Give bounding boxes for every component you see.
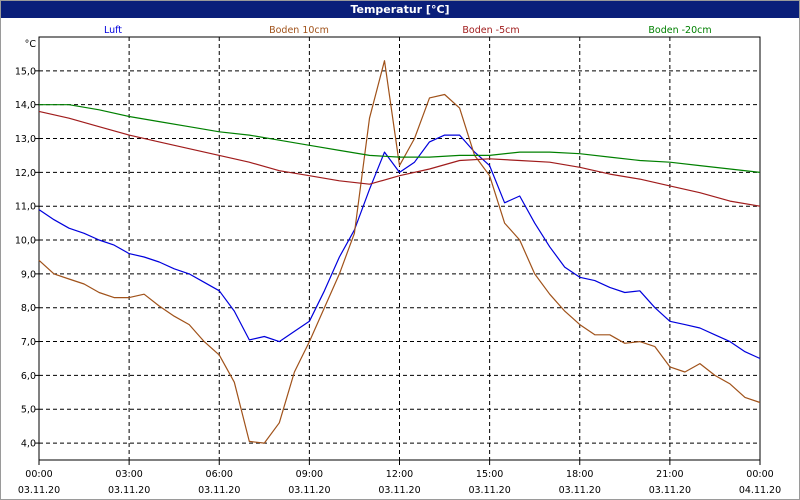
legend-entry: Boden 10cm bbox=[269, 25, 329, 36]
y-tick-label: 7,0 bbox=[21, 337, 36, 348]
y-tick-label: 9,0 bbox=[21, 269, 36, 280]
y-tick-label: 5,0 bbox=[21, 405, 36, 416]
y-tick-label: 12,0 bbox=[15, 168, 36, 179]
legend-entry: Boden -5cm bbox=[462, 25, 519, 36]
x-tick-time-label: 00:00 bbox=[25, 469, 52, 480]
x-tick-date-label: 03.11.20 bbox=[559, 485, 601, 496]
x-tick-time-label: 15:00 bbox=[476, 469, 503, 480]
x-tick-date-label: 04.11.20 bbox=[739, 485, 781, 496]
series-line bbox=[38, 110, 761, 207]
x-tick-date-label: 03.11.20 bbox=[108, 485, 150, 496]
x-tick-time-label: 00:00 bbox=[746, 469, 773, 480]
x-tick-time-label: 03:00 bbox=[115, 469, 142, 480]
x-tick-date-label: 03.11.20 bbox=[198, 485, 240, 496]
x-tick-date-label: 03.11.20 bbox=[18, 485, 60, 496]
x-tick-time-label: 18:00 bbox=[566, 469, 593, 480]
series-line bbox=[38, 60, 761, 444]
x-tick-time-label: 06:00 bbox=[206, 469, 233, 480]
y-tick-label: 11,0 bbox=[15, 202, 36, 213]
y-tick-label: 14,0 bbox=[15, 100, 36, 111]
x-tick-date-label: 03.11.20 bbox=[468, 485, 510, 496]
legend-entry: Boden -20cm bbox=[648, 25, 711, 36]
series-line bbox=[39, 104, 761, 173]
x-tick-time-label: 12:00 bbox=[386, 469, 413, 480]
x-tick-date-label: 03.11.20 bbox=[378, 485, 420, 496]
x-tick-date-label: 03.11.20 bbox=[649, 485, 691, 496]
y-tick-label: 4,0 bbox=[21, 439, 36, 450]
y-tick-label: 10,0 bbox=[15, 236, 36, 247]
y-tick-label: 8,0 bbox=[21, 303, 36, 314]
y-tick-label: 15,0 bbox=[15, 66, 36, 77]
x-tick-time-label: 21:00 bbox=[656, 469, 683, 480]
x-tick-date-label: 03.11.20 bbox=[288, 485, 330, 496]
series-line bbox=[38, 134, 761, 360]
y-tick-label: 13,0 bbox=[15, 134, 36, 145]
y-axis-label: °C bbox=[25, 39, 37, 50]
legend-entry: Luft bbox=[104, 25, 122, 36]
chart-title: Temperatur [°C] bbox=[1, 1, 799, 18]
y-tick-label: 6,0 bbox=[21, 371, 36, 382]
x-tick-time-label: 09:00 bbox=[296, 469, 323, 480]
